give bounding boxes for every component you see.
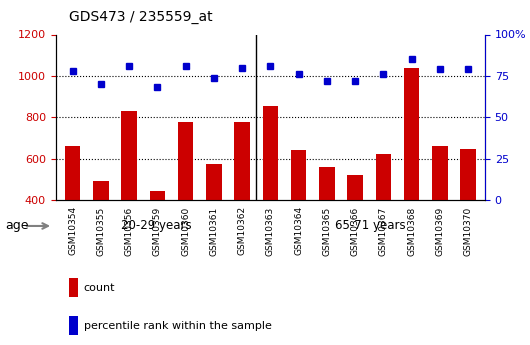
Bar <box>262 106 278 283</box>
Text: age: age <box>5 219 29 233</box>
Bar <box>65 146 81 283</box>
Bar <box>404 68 419 283</box>
Text: count: count <box>84 283 115 293</box>
Bar <box>291 150 306 283</box>
Text: 20-29 years: 20-29 years <box>120 219 191 233</box>
Bar <box>234 122 250 283</box>
Bar <box>178 122 193 283</box>
Text: percentile rank within the sample: percentile rank within the sample <box>84 321 271 331</box>
Bar <box>121 111 137 283</box>
Bar <box>93 181 109 283</box>
Bar <box>460 149 476 283</box>
Bar <box>432 146 447 283</box>
Bar <box>376 154 391 283</box>
Text: GDS473 / 235559_at: GDS473 / 235559_at <box>69 10 213 24</box>
Bar <box>319 167 334 283</box>
Bar <box>149 191 165 283</box>
Bar <box>206 164 222 283</box>
Bar <box>347 175 363 283</box>
Text: 65-71 years: 65-71 years <box>335 219 406 233</box>
